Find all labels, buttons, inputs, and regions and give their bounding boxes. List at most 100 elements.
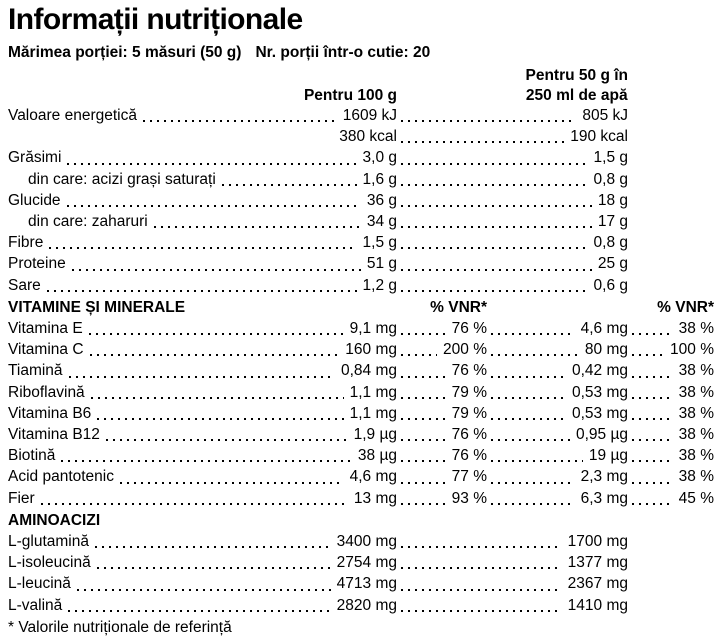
vnr-header-50g: % VNR*	[657, 298, 714, 316]
dot-leader	[628, 445, 677, 466]
value-50g-segment: 25 g	[397, 253, 628, 274]
row-label: Glucide	[8, 191, 61, 209]
dot-leader	[65, 360, 339, 381]
table-row: din care: zaharuri 34 g 17 g	[8, 211, 715, 232]
value-per-50g: 0,53 mg	[571, 404, 628, 422]
vnr-50g-segment: 38 %	[628, 466, 714, 487]
value-per-100g: 1,6 g	[362, 170, 397, 188]
table-row: L-valină 2820 mg 1410 mg	[8, 595, 715, 616]
vnr-per-50g: 38 %	[678, 426, 714, 444]
value-50g-segment: 19 µg	[487, 445, 628, 466]
dot-leader	[397, 382, 450, 403]
vnr-per-100g: 76 %	[451, 362, 487, 380]
row-label: Sare	[8, 276, 41, 294]
value-per-50g: 0,6 g	[593, 276, 628, 294]
table-row: Vitamina E 9,1 mg 76 % 4,6 mg 38 %	[8, 318, 715, 339]
value-50g-segment: 17 g	[397, 211, 628, 232]
vnr-100g-segment: 93 %	[397, 488, 487, 509]
row-left-segment: Fier 13 mg	[8, 488, 397, 509]
vnr-per-100g: 93 %	[451, 489, 487, 507]
dot-leader	[85, 318, 348, 339]
row-left-segment: L-isoleucină 2754 mg	[8, 552, 397, 573]
value-50g-segment: 190 kcal	[397, 126, 628, 147]
row-left-segment: Sare 1,2 g	[8, 275, 397, 296]
value-per-50g: 0,95 µg	[575, 426, 628, 444]
page-title: Informații nutriționale	[8, 3, 303, 36]
value-per-50g: 2,3 mg	[580, 468, 628, 486]
value-50g-segment: 0,53 mg	[487, 382, 628, 403]
vnr-100g-segment: 200 %	[397, 339, 487, 360]
value-50g-segment: 2367 mg	[397, 573, 628, 594]
amino-rows: L-glutamină 3400 mg 1700 mg L-isoleucină 275…	[8, 531, 715, 616]
column-header-per-50g-line2: 250 ml de apă	[525, 86, 628, 104]
row-label: Vitamina E	[8, 320, 83, 338]
dot-leader	[86, 339, 344, 360]
row-left-segment: L-glutamină 3400 mg	[8, 531, 397, 552]
dot-leader	[397, 573, 566, 594]
dot-leader	[487, 382, 570, 403]
row-left-segment: L-valină 2820 mg	[8, 595, 397, 616]
value-per-50g: 2367 mg	[567, 575, 628, 593]
row-left-segment: din care: acizi grași saturați 1,6 g	[8, 169, 397, 190]
dot-leader	[116, 466, 348, 487]
row-label: Vitamina C	[8, 341, 84, 359]
vnr-header-100g: % VNR*	[430, 298, 487, 316]
dot-leader	[487, 403, 570, 424]
dot-leader	[628, 382, 677, 403]
dot-leader	[397, 445, 450, 466]
serving-info: Mărimea porției: 5 măsuri (50 g) Nr. por…	[8, 43, 715, 63]
vnr-50g-segment: 38 %	[628, 403, 714, 424]
value-per-100g: 1,1 mg	[349, 404, 397, 422]
value-per-100g: 51 g	[366, 255, 397, 273]
vnr-per-50g: 38 %	[678, 383, 714, 401]
dot-leader	[628, 403, 677, 424]
dot-leader	[487, 339, 583, 360]
value-50g-segment: 805 kJ	[397, 105, 628, 126]
vitamins-header-seg: VITAMINE ȘI MINERALE	[8, 297, 397, 318]
value-per-50g: 18 g	[597, 191, 628, 209]
dot-leader	[397, 488, 450, 509]
value-50g-segment: 4,6 mg	[487, 318, 628, 339]
row-label: Valoare energetică	[8, 107, 137, 124]
value-per-100g: 13 mg	[353, 489, 397, 507]
dot-leader	[63, 147, 360, 168]
row-left-segment: din care: zaharuri 34 g	[8, 211, 397, 232]
column-header-per-50g-line1: Pentru 50 g în	[525, 67, 629, 84]
vnr-100g-segment: 76 %	[397, 360, 487, 381]
row-left-segment: Vitamina B6 1,1 mg	[8, 403, 397, 424]
table-row: Vitamina B6 1,1 mg 79 % 0,53 mg 38 %	[8, 403, 715, 424]
dot-leader	[397, 531, 566, 552]
value-50g-segment: 0,53 mg	[487, 403, 628, 424]
row-label: Proteine	[8, 255, 66, 273]
value-per-50g: 1,5 g	[593, 149, 628, 167]
table-row: Biotină 38 µg 76 % 19 µg 38 %	[8, 445, 715, 466]
value-per-50g: 6,3 mg	[580, 489, 628, 507]
dot-leader	[487, 445, 587, 466]
value-50g-segment: 1377 mg	[397, 552, 628, 573]
vnr-header-50g-seg: % VNR*	[628, 297, 714, 318]
vnr-50g-segment: 38 %	[628, 445, 714, 466]
table-row: Valoare energetică 1609 kJ 805 kJ	[8, 105, 715, 126]
value-50g-segment: 0,8 g	[397, 232, 628, 253]
dot-leader	[37, 488, 352, 509]
row-left-segment: Proteine 51 g	[8, 253, 397, 274]
vnr-100g-segment: 76 %	[397, 424, 487, 445]
row-left-segment: Vitamina B12 1,9 µg	[8, 424, 397, 445]
vnr-per-100g: 76 %	[451, 447, 487, 465]
table-row: Vitamina C 160 mg 200 % 80 mg 100 %	[8, 339, 715, 360]
servings-per-box: Nr. porții într-o cutie: 20	[255, 44, 431, 61]
dot-leader	[91, 531, 335, 552]
dot-leader	[93, 403, 347, 424]
dot-leader	[397, 253, 596, 274]
value-50g-segment: 80 mg	[487, 339, 628, 360]
dot-leader	[93, 552, 335, 573]
value-per-100g: 4,6 mg	[349, 468, 397, 486]
vnr-50g-segment: 38 %	[628, 318, 714, 339]
dot-leader	[64, 595, 334, 616]
row-label: L-valină	[8, 596, 63, 614]
vnr-per-100g: 200 %	[443, 341, 487, 359]
value-per-100g: 380 kcal	[339, 128, 397, 146]
vnr-per-100g: 79 %	[451, 383, 487, 401]
value-per-100g: 1,1 mg	[349, 383, 397, 401]
footnote: * Valorile nutriționale de referință	[8, 618, 232, 636]
